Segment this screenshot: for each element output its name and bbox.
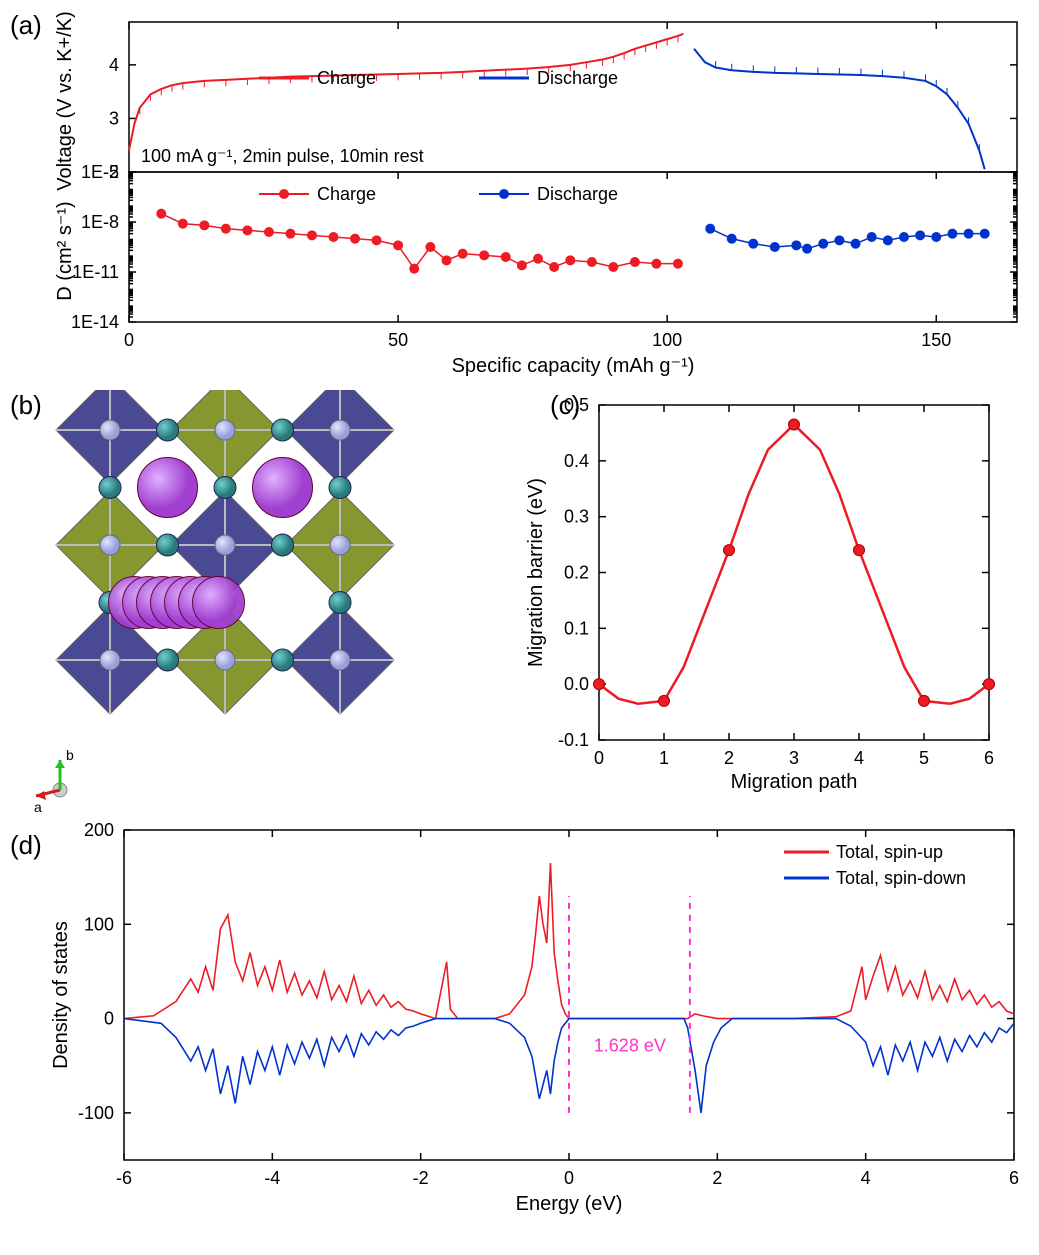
svg-text:0.2: 0.2 — [564, 563, 589, 583]
label-d: (d) — [10, 830, 42, 861]
svg-text:3: 3 — [789, 748, 799, 768]
svg-text:1E-11: 1E-11 — [72, 262, 119, 282]
svg-text:100: 100 — [84, 914, 114, 934]
svg-text:4: 4 — [861, 1168, 871, 1188]
svg-text:200: 200 — [84, 820, 114, 840]
panel-d: -6 -4 -2 0 2 4 6 -100 0 100 200 1.628 eV Total, spin… — [49, 820, 1029, 1230]
svg-text:0.3: 0.3 — [564, 507, 589, 527]
svg-text:-100: -100 — [78, 1103, 114, 1123]
label-b: (b) — [10, 390, 42, 421]
svg-text:1.628 eV: 1.628 eV — [594, 1036, 666, 1056]
svg-text:-0.1: -0.1 — [558, 730, 589, 750]
svg-text:1E-5: 1E-5 — [81, 162, 119, 182]
label-c: (c) — [550, 390, 580, 421]
svg-text:Discharge: Discharge — [537, 184, 618, 204]
panel-a: 234ChargeDischarge100 mA g⁻¹, 2min pulse… — [49, 10, 1029, 380]
svg-text:100 mA g⁻¹, 2min pulse, 10min: 100 mA g⁻¹, 2min pulse, 10min rest — [141, 146, 424, 166]
svg-text:1E-14: 1E-14 — [71, 312, 119, 332]
svg-text:1E-8: 1E-8 — [81, 212, 119, 232]
svg-text:Charge: Charge — [317, 68, 376, 88]
svg-text:a: a — [34, 799, 42, 815]
svg-text:150: 150 — [921, 330, 951, 350]
svg-text:6: 6 — [1009, 1168, 1019, 1188]
label-a: (a) — [10, 10, 42, 41]
svg-text:Density of states: Density of states — [50, 921, 72, 1069]
panel-b: ab — [30, 390, 510, 820]
svg-text:0: 0 — [564, 1168, 574, 1188]
svg-text:b: b — [66, 747, 74, 763]
figure-container: (a) 2 3 4 Charge Discharge 100 mA g⁻¹, 2min p… — [10, 10, 1029, 1230]
svg-text:4: 4 — [109, 55, 119, 75]
svg-text:Voltage (V vs. K+/K): Voltage (V vs. K+/K) — [54, 11, 76, 191]
svg-text:100: 100 — [652, 330, 682, 350]
svg-text:6: 6 — [984, 748, 994, 768]
svg-text:0: 0 — [104, 1009, 114, 1029]
svg-text:Energy (eV): Energy (eV) — [516, 1193, 623, 1215]
svg-text:Discharge: Discharge — [537, 68, 618, 88]
svg-text:0: 0 — [594, 748, 604, 768]
svg-text:1: 1 — [659, 748, 669, 768]
svg-text:5: 5 — [919, 748, 929, 768]
svg-text:-6: -6 — [116, 1168, 132, 1188]
svg-text:0: 0 — [124, 330, 134, 350]
svg-text:-2: -2 — [413, 1168, 429, 1188]
svg-text:Charge: Charge — [317, 184, 376, 204]
svg-text:Total, spin-up: Total, spin-up — [836, 842, 943, 862]
svg-text:2: 2 — [724, 748, 734, 768]
svg-text:-4: -4 — [264, 1168, 280, 1188]
svg-text:Migration path: Migration path — [731, 771, 858, 793]
svg-text:0.4: 0.4 — [564, 451, 589, 471]
svg-text:Migration barrier (eV): Migration barrier (eV) — [525, 478, 547, 667]
svg-text:Total, spin-down: Total, spin-down — [836, 868, 966, 888]
svg-text:3: 3 — [109, 108, 119, 128]
svg-text:0.0: 0.0 — [564, 674, 589, 694]
panel-c: 0123456-0.10.00.10.20.30.40.5Migration p… — [524, 390, 1004, 800]
svg-text:D (cm² s⁻¹): D (cm² s⁻¹) — [54, 201, 76, 300]
svg-text:0.1: 0.1 — [564, 618, 589, 638]
svg-text:2: 2 — [712, 1168, 722, 1188]
svg-text:4: 4 — [854, 748, 864, 768]
svg-text:50: 50 — [388, 330, 408, 350]
svg-text:Specific capacity (mAh g⁻¹): Specific capacity (mAh g⁻¹) — [452, 355, 695, 377]
